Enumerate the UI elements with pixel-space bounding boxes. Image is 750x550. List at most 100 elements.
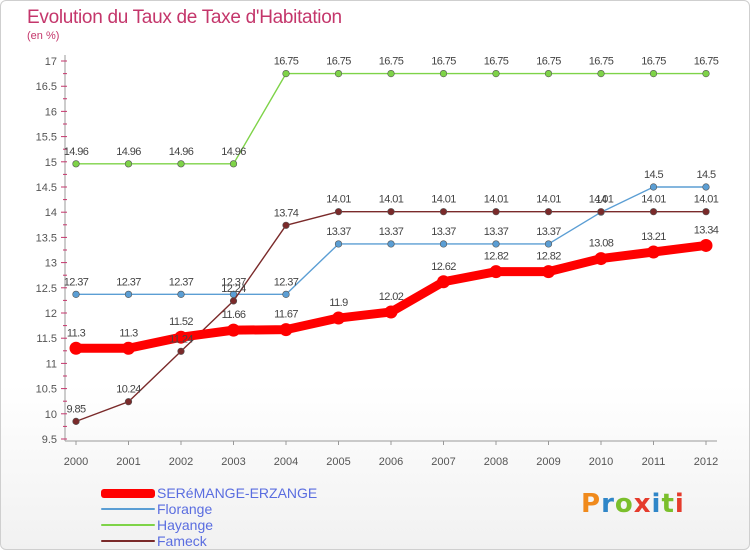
data-label: 9.85 (66, 403, 85, 415)
logo-letter: t (661, 489, 675, 519)
data-point (227, 323, 240, 337)
data-point (437, 275, 450, 289)
data-point (334, 208, 343, 216)
data-point (177, 347, 185, 355)
data-label: 14 (595, 194, 607, 206)
data-point (649, 69, 658, 78)
data-point (439, 69, 448, 78)
y-tick-label: 12.5 (36, 283, 57, 295)
data-label: 12.24 (221, 283, 246, 295)
data-point (72, 417, 80, 425)
chart-legend: SERéMANGE-ERZANGE Florange Hayange Fameck (101, 485, 317, 549)
data-point (492, 69, 500, 78)
data-point (387, 208, 395, 216)
data-label: 13.08 (589, 238, 614, 250)
y-tick-label: 16.5 (36, 81, 57, 93)
data-label: 16.75 (431, 56, 456, 68)
data-point (702, 208, 710, 216)
data-point (282, 221, 290, 229)
data-label: 13.37 (536, 226, 561, 238)
data-label: 11.67 (274, 309, 298, 321)
y-tick-label: 10.5 (36, 384, 57, 396)
y-tick-label: 17 (45, 56, 57, 68)
data-label: 12.62 (431, 261, 456, 273)
data-label: 14.01 (589, 194, 614, 206)
data-label: 14.96 (221, 146, 246, 158)
data-label: 13.34 (694, 224, 719, 236)
x-tick-label: 2006 (379, 456, 403, 468)
data-label: 14.5 (644, 169, 663, 181)
data-label: 13.37 (431, 226, 456, 238)
data-point (544, 208, 553, 216)
data-label: 14.01 (431, 194, 456, 206)
data-label: 14.01 (326, 194, 351, 206)
logo-letter: i (651, 489, 662, 519)
data-label: 13.37 (326, 226, 351, 238)
data-point (334, 240, 343, 248)
legend-item: Hayange (101, 517, 317, 533)
logo-letter: i (674, 489, 685, 519)
x-tick-label: 2004 (274, 456, 298, 468)
data-label: 14.96 (64, 146, 89, 158)
data-label: 14.5 (696, 169, 715, 181)
legend-item: SERéMANGE-ERZANGE (101, 485, 317, 501)
y-tick-label: 9.5 (42, 434, 57, 446)
x-tick-label: 2007 (431, 456, 455, 468)
data-label: 14.01 (379, 194, 404, 206)
legend-swatch (101, 524, 155, 526)
data-point (124, 160, 133, 168)
data-label: 16.75 (589, 56, 614, 68)
legend-item: Fameck (101, 533, 317, 549)
data-point (647, 245, 660, 259)
x-tick-label: 2001 (116, 456, 140, 468)
data-point (174, 330, 188, 344)
data-label: 12.82 (536, 251, 561, 263)
x-tick-label: 2012 (694, 456, 718, 468)
legend-item: Florange (101, 501, 317, 517)
data-point (282, 69, 290, 78)
data-label: 16.75 (274, 56, 299, 68)
data-label: 14.96 (116, 146, 141, 158)
data-point (492, 240, 500, 248)
chart-subtitle: (en %) (27, 30, 60, 42)
data-point (699, 238, 713, 252)
data-label: 11.3 (119, 327, 138, 339)
data-point (702, 183, 710, 191)
data-label: 14.96 (169, 146, 194, 158)
data-point (439, 208, 448, 216)
data-point (332, 311, 345, 325)
data-point (489, 265, 503, 279)
data-label: 11.52 (169, 316, 193, 328)
y-tick-label: 13 (45, 258, 57, 270)
legend-swatch (101, 540, 155, 542)
data-point (124, 290, 133, 298)
x-tick-label: 2000 (64, 456, 88, 468)
data-point (177, 160, 185, 168)
data-label: 12.02 (379, 291, 404, 303)
data-label: 12.37 (169, 276, 194, 288)
data-point (282, 290, 290, 298)
data-label: 12.37 (221, 276, 246, 288)
data-label: 10.24 (116, 384, 141, 396)
legend-swatch (101, 508, 155, 510)
x-tick-label: 2003 (221, 456, 245, 468)
y-tick-label: 11.5 (36, 333, 57, 345)
y-tick-label: 14.5 (36, 182, 57, 194)
legend-label: SERéMANGE-ERZANGE (157, 485, 318, 501)
x-tick-label: 2008 (484, 456, 508, 468)
data-point (69, 341, 83, 355)
data-point (384, 305, 398, 319)
data-label: 14.01 (641, 194, 666, 206)
y-tick-label: 16 (45, 106, 57, 118)
data-label: 11.3 (67, 327, 86, 339)
data-point (542, 265, 555, 279)
logo-letter: r (601, 489, 615, 519)
data-point (702, 69, 710, 78)
y-tick-label: 13.5 (36, 232, 57, 244)
data-label: 14.01 (694, 194, 719, 206)
data-label: 11.66 (222, 309, 246, 321)
data-point (279, 323, 293, 337)
legend-swatch (101, 488, 155, 498)
data-point (177, 290, 185, 298)
x-tick-label: 2005 (326, 456, 350, 468)
